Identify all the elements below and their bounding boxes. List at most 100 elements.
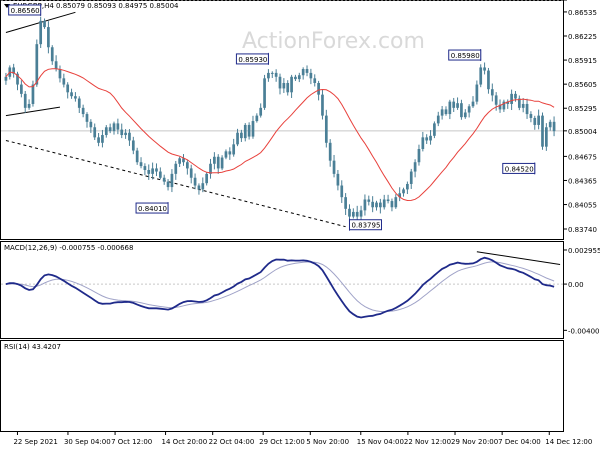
- candle-body: [151, 168, 154, 174]
- candle-body: [124, 132, 127, 136]
- candle-body: [413, 162, 417, 172]
- watermark-text: ActionForex.com: [242, 29, 425, 54]
- candle-body: [537, 115, 540, 125]
- candle-body: [62, 78, 66, 85]
- candle-body: [85, 114, 89, 122]
- candle-body: [112, 123, 116, 132]
- candle-body: [16, 73, 19, 85]
- macd-y-tick-label: 0.002955: [568, 247, 600, 255]
- candle-body: [166, 181, 170, 188]
- price-annotation-label: 0.85980: [451, 52, 480, 60]
- candle-body: [305, 69, 309, 73]
- candle-body: [479, 67, 483, 85]
- x-tick-label: 14 Dec 12:00: [545, 438, 592, 446]
- candle-body: [77, 98, 81, 108]
- candle-body: [409, 171, 413, 184]
- candle-body: [74, 96, 77, 99]
- trendline: [5, 106, 61, 117]
- price-y-tick-label: 0.84675: [568, 153, 597, 161]
- candle-body: [209, 163, 212, 174]
- price-annotation-box: [448, 49, 482, 61]
- candle-body: [251, 121, 255, 137]
- candle-body: [186, 162, 189, 169]
- candle-body: [340, 185, 344, 198]
- candle-body: [232, 144, 236, 155]
- candle-body: [27, 103, 31, 108]
- candle-body: [448, 101, 452, 115]
- candle-body: [240, 132, 243, 139]
- candle-body: [216, 156, 220, 169]
- candle-body: [309, 72, 313, 79]
- candle-body: [12, 67, 16, 74]
- candle-body: [321, 94, 324, 116]
- rsi-y-tick-label: 30: [568, 0, 577, 2]
- x-axis: 22 Sep 2021 30 Sep 04:00 7 Oct 12:00 14 Oct…: [13, 431, 592, 446]
- candle-body: [521, 103, 525, 108]
- price-annotation-label: 0.86560: [11, 7, 40, 15]
- candle-body: [58, 69, 62, 79]
- price-candles: [4, 16, 556, 223]
- candle-body: [4, 76, 8, 81]
- candle-body: [205, 173, 209, 184]
- candle-body: [541, 115, 544, 147]
- macd-panel-title: MACD(12,26,9) -0.000755 -0.000668: [4, 244, 133, 252]
- candle-body: [425, 137, 429, 141]
- candle-body: [525, 103, 529, 115]
- candle-body: [131, 140, 135, 151]
- candle-body: [162, 177, 166, 182]
- candle-body: [290, 76, 293, 93]
- candle-body: [178, 158, 181, 164]
- candle-body: [108, 127, 112, 132]
- candle-body: [514, 93, 517, 99]
- candle-body: [128, 132, 131, 141]
- candle-body: [139, 162, 143, 167]
- candle-body: [20, 84, 23, 94]
- candle-body: [213, 156, 216, 164]
- trendline: [5, 139, 346, 228]
- candle-body: [436, 115, 440, 124]
- x-tick-label: 22 Nov 12:00: [404, 438, 451, 446]
- candle-body: [417, 149, 421, 163]
- candle-body: [398, 193, 402, 198]
- x-tick-label: 15 Nov 04:00: [357, 438, 404, 446]
- candle-body: [471, 101, 475, 107]
- candle-body: [243, 124, 247, 139]
- candle-body: [101, 135, 104, 143]
- candle-body: [259, 107, 263, 116]
- price-annotation-box: [235, 53, 269, 65]
- candle-body: [375, 202, 378, 208]
- rsi-panel-title: RSI(14) 43.4207: [4, 343, 61, 351]
- macd-trendline: [476, 251, 561, 265]
- macd-lines: [5, 251, 561, 319]
- candle-body: [494, 95, 498, 105]
- candle-body: [189, 168, 193, 178]
- candle-body: [402, 189, 405, 194]
- candle-body: [456, 103, 459, 108]
- rsi-y-tick-label: 70: [568, 0, 577, 2]
- candle-body: [552, 121, 556, 132]
- candle-body: [452, 101, 456, 108]
- candle-body: [270, 72, 274, 74]
- candle-body: [66, 84, 70, 93]
- candle-body: [294, 76, 297, 80]
- candle-body: [317, 82, 320, 95]
- candle-body: [116, 123, 120, 130]
- candle-body: [104, 127, 108, 136]
- x-tick-label: 5 Nov 20:00: [306, 438, 349, 446]
- candle-body: [328, 142, 332, 161]
- candle-body: [359, 210, 363, 217]
- candle-body: [120, 129, 124, 136]
- candle-body: [282, 82, 286, 89]
- price-ma: [5, 68, 555, 202]
- candle-body: [533, 117, 537, 125]
- candle-body: [502, 101, 506, 110]
- candle-body: [170, 173, 174, 188]
- macd-signal-line: [5, 261, 555, 313]
- x-tick-label: 22 Sep 2021: [13, 438, 57, 446]
- price-y-tick-label: 0.84365: [568, 177, 597, 185]
- candle-body: [444, 109, 448, 115]
- candle-body: [490, 89, 494, 96]
- candle-body: [336, 173, 340, 186]
- candle-body: [506, 101, 510, 104]
